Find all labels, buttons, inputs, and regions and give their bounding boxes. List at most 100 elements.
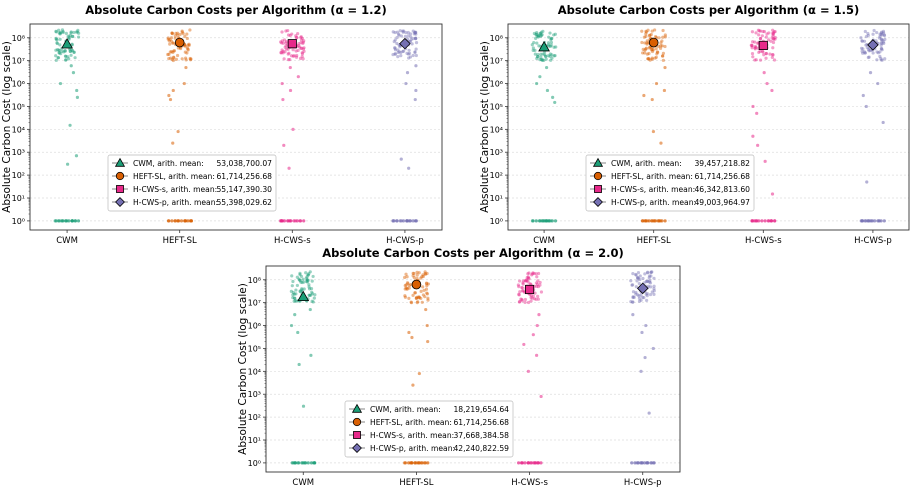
data-point: [526, 280, 530, 284]
data-point: [424, 281, 429, 285]
data-point: [405, 287, 409, 291]
data-point: [645, 279, 649, 283]
data-point: [643, 51, 647, 55]
data-point: [415, 295, 419, 299]
data-point: [399, 53, 403, 58]
data-point: [302, 46, 306, 50]
data-point: [753, 40, 757, 44]
data-point: [170, 31, 174, 35]
data-point: [770, 53, 775, 57]
data-point: [404, 272, 408, 276]
data-point: [750, 46, 754, 50]
data-point: [293, 296, 297, 300]
data-point: [639, 293, 643, 297]
data-point: [313, 461, 317, 465]
data-point: [879, 47, 883, 51]
data-point: [526, 369, 530, 373]
data-point: [170, 219, 174, 223]
data-point: [640, 40, 644, 45]
data-point: [54, 219, 58, 223]
data-point: [426, 298, 430, 302]
data-point: [878, 50, 882, 54]
data-point: [178, 32, 182, 37]
legend-value: 37,668,384.58: [453, 431, 509, 440]
data-point: [766, 219, 770, 223]
data-point: [516, 283, 520, 287]
data-point: [644, 32, 648, 36]
data-point: [403, 295, 408, 299]
data-point: [636, 461, 640, 465]
data-point: [414, 88, 418, 93]
data-point: [517, 300, 522, 304]
legend-box: [107, 154, 277, 212]
data-point: [860, 39, 864, 43]
series-H-CWS-p: [629, 270, 656, 465]
data-point: [771, 31, 775, 35]
data-point: [882, 33, 887, 38]
legend-value: 61,714,256.68: [453, 418, 509, 427]
data-point: [292, 299, 296, 303]
data-point: [64, 219, 68, 223]
data-point: [298, 289, 302, 294]
data-point: [638, 277, 642, 282]
data-point: [760, 49, 764, 53]
data-point: [407, 461, 411, 465]
data-point: [170, 57, 174, 62]
data-point: [399, 34, 404, 38]
data-point: [541, 29, 545, 34]
data-point: [773, 29, 777, 34]
data-point: [883, 37, 887, 41]
y-tick-label: 10⁴: [248, 367, 261, 376]
data-point: [860, 219, 864, 223]
data-point: [875, 50, 879, 54]
data-point: [647, 280, 652, 284]
data-point: [635, 276, 640, 280]
data-point: [883, 57, 887, 61]
data-point: [403, 287, 407, 291]
data-point: [171, 141, 175, 145]
data-point: [638, 274, 642, 278]
data-point: [532, 31, 536, 36]
data-point: [413, 291, 417, 295]
data-point: [171, 50, 175, 55]
data-point: [403, 283, 407, 288]
data-point: [550, 56, 554, 60]
data-point: [521, 279, 526, 283]
data-point: [652, 292, 656, 296]
data-point: [284, 44, 288, 48]
data-point: [663, 219, 667, 223]
data-point: [281, 49, 285, 54]
data-point: [296, 330, 300, 335]
y-axis-label: Absolute Carbon Cost (log scale): [1, 41, 13, 213]
data-point: [755, 111, 759, 115]
data-point: [186, 47, 190, 51]
data-point: [534, 36, 538, 40]
data-point: [185, 46, 189, 50]
chart-panel-1: Absolute Carbon Costs per Algorithm (α =…: [1, 3, 443, 246]
data-point: [550, 53, 554, 57]
data-point: [634, 272, 638, 277]
data-point: [750, 44, 754, 48]
data-point: [645, 298, 649, 303]
data-point: [67, 37, 71, 41]
data-point: [300, 287, 304, 291]
data-point: [401, 30, 405, 34]
data-point: [647, 276, 651, 280]
data-point: [860, 49, 864, 53]
data-point: [641, 51, 645, 55]
data-point: [393, 52, 397, 56]
data-point: [866, 47, 871, 52]
data-point: [531, 46, 535, 50]
data-point: [70, 42, 74, 46]
legend-marker-HEFT-SL: [593, 171, 603, 181]
data-point: [393, 38, 397, 42]
data-point: [414, 296, 418, 300]
data-point: [772, 30, 776, 34]
data-point: [307, 293, 311, 297]
data-point: [423, 461, 427, 465]
data-point: [875, 30, 879, 35]
data-point: [764, 35, 768, 39]
data-point: [535, 323, 539, 328]
data-point: [175, 53, 180, 58]
